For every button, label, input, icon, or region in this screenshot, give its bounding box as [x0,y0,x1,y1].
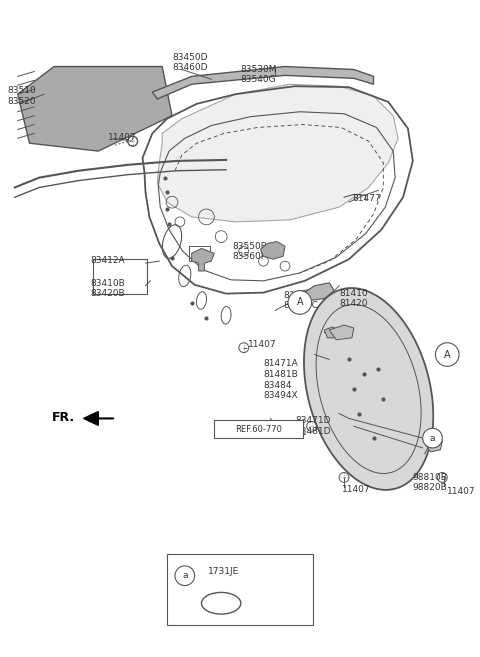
Text: 83530M
83540G: 83530M 83540G [241,64,277,84]
Text: 11407: 11407 [108,133,137,143]
Text: a: a [182,571,188,580]
FancyBboxPatch shape [214,420,303,438]
FancyBboxPatch shape [167,554,312,625]
Text: 1731JE: 1731JE [208,567,240,576]
Text: 83412A: 83412A [90,256,125,265]
Text: 83450D
83460D: 83450D 83460D [172,53,207,72]
Text: FR.: FR. [52,411,75,424]
Polygon shape [329,325,354,340]
Polygon shape [300,283,334,300]
Text: 83471D
83481D: 83471D 83481D [295,417,330,436]
Polygon shape [425,438,443,452]
Polygon shape [261,242,285,260]
Circle shape [288,290,312,314]
Polygon shape [152,66,373,99]
Polygon shape [18,66,172,151]
Polygon shape [157,84,398,222]
Polygon shape [324,327,339,338]
Circle shape [423,428,443,448]
Circle shape [435,343,459,367]
Text: 81477: 81477 [352,194,381,203]
Text: REF.60-770: REF.60-770 [235,425,282,434]
Text: 83550B
83560F: 83550B 83560F [232,242,267,261]
Text: A: A [444,350,451,359]
Text: 83484
83494X: 83484 83494X [264,381,298,401]
Circle shape [175,566,194,585]
Polygon shape [304,288,433,490]
Text: A: A [297,298,303,307]
Text: 83410B
83420B: 83410B 83420B [90,279,125,298]
Text: 11407: 11407 [248,340,276,349]
Polygon shape [84,411,98,425]
Text: 83510
83520: 83510 83520 [8,86,36,106]
Text: 81471A
81481B: 81471A 81481B [264,359,298,379]
Text: 83485C
83495C: 83485C 83495C [283,290,318,310]
Text: 11407: 11407 [342,486,371,494]
Polygon shape [192,248,214,271]
Text: 98810B
98820B: 98810B 98820B [413,472,448,492]
Text: 11407: 11407 [447,487,476,496]
Text: a: a [430,434,435,443]
Text: 81410
81420: 81410 81420 [339,288,368,308]
